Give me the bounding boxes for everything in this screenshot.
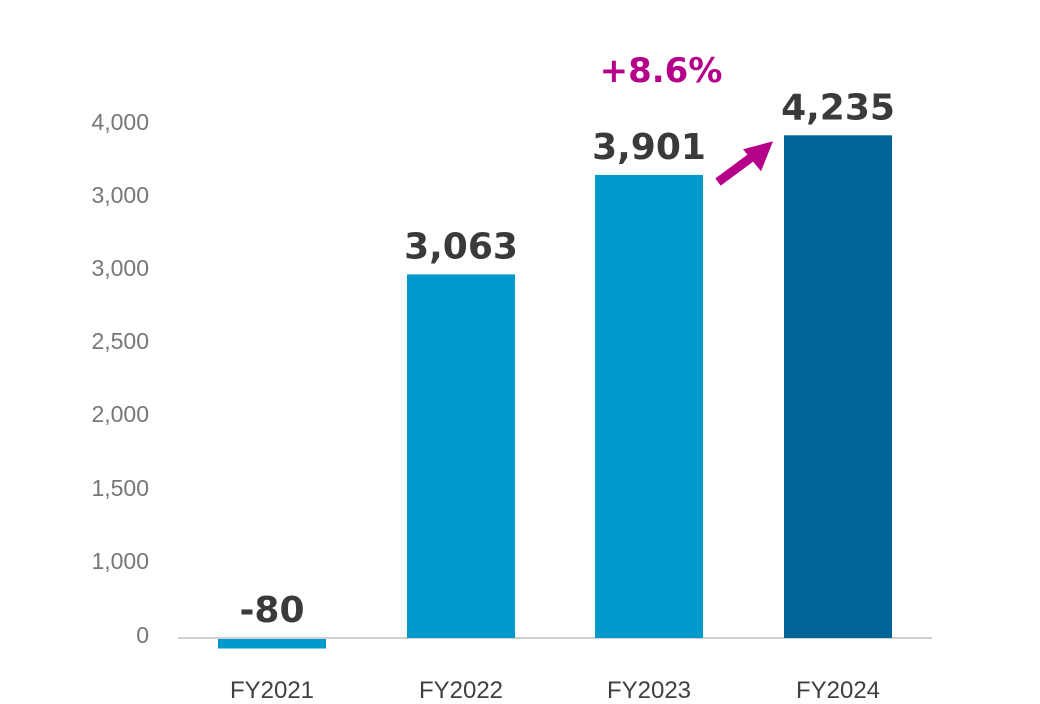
y-tick-label: 2,000 (91, 401, 149, 427)
bar-fy2024 (784, 135, 892, 639)
data-labels: -80 3,063 3,901 4,235 (239, 87, 894, 631)
growth-arrow-head (743, 141, 773, 172)
y-tick-label: 4,000 (91, 109, 149, 135)
bar-fy2022 (407, 274, 515, 638)
growth-annotation: +8.6% (600, 51, 773, 186)
data-label: -80 (239, 590, 304, 631)
y-tick-label: 2,500 (91, 328, 149, 354)
y-tick-label: 3,000 (91, 182, 149, 208)
y-tick-label: 3,000 (91, 255, 149, 281)
bars (218, 135, 892, 649)
data-label: 3,063 (404, 226, 518, 267)
y-tick-label: 1,000 (91, 548, 149, 574)
y-axis-ticks: 0 1,000 1,500 2,000 2,500 3,000 3,000 4,000 (91, 109, 149, 648)
bar-fy2023 (595, 174, 703, 638)
y-tick-label: 1,500 (91, 475, 149, 501)
y-tick-label: 0 (136, 622, 149, 648)
x-axis-categories: FY2021 FY2022 FY2023 FY2024 (230, 677, 880, 704)
bar-fy2021 (218, 639, 326, 649)
category-label: FY2024 (796, 677, 880, 704)
category-label: FY2021 (230, 677, 314, 704)
growth-label: +8.6% (600, 51, 723, 91)
category-label: FY2023 (607, 677, 691, 704)
category-label: FY2022 (419, 677, 503, 704)
data-label: 3,901 (592, 127, 706, 168)
data-label: 4,235 (781, 87, 895, 128)
